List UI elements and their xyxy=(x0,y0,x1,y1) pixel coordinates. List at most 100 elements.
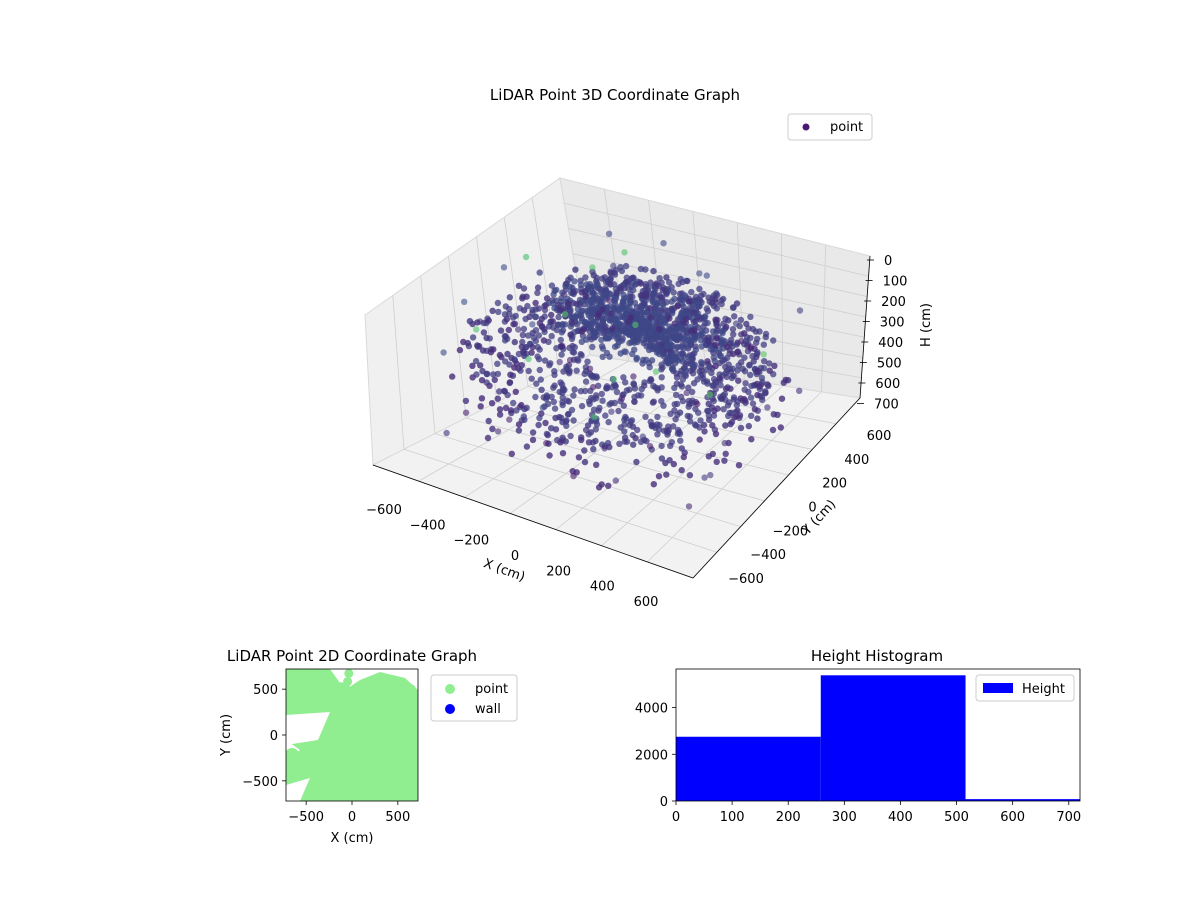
cloud-point-3d xyxy=(578,289,585,296)
cloud-point-3d xyxy=(670,289,677,296)
cloud-point-3d xyxy=(584,358,591,365)
cloud-point-3d xyxy=(673,374,681,381)
cloud-point-3d xyxy=(529,321,536,328)
cloud-point-3d xyxy=(642,356,650,363)
cloud-point-3d xyxy=(695,409,702,416)
cloud-point-3d xyxy=(544,400,552,407)
cloud-point-3d xyxy=(764,404,771,411)
cloud-point-3d xyxy=(655,282,662,289)
scatter-2d-point xyxy=(344,669,354,678)
cloud-point-3d xyxy=(748,412,755,419)
cloud-point-3d xyxy=(697,417,704,424)
cloud-point-3d xyxy=(718,340,725,347)
cloud-point-3d xyxy=(583,321,590,328)
cloud-point-3d xyxy=(550,398,557,406)
cloud-point-3d xyxy=(630,274,637,282)
cloud-point-3d xyxy=(548,425,555,432)
x-ticks-3d: −600 −400 −200 0 200 400 600 xyxy=(366,503,658,610)
hist-x-tick-label: 300 xyxy=(832,810,857,825)
cloud-point-3d xyxy=(766,367,773,374)
cloud-point-3d xyxy=(668,306,676,313)
cloud-point-3d xyxy=(511,364,518,371)
histogram-ticks: 0 100 200 300 400 500 600 700 0 2000 4000 xyxy=(635,702,1081,825)
cloud-point-3d xyxy=(571,278,578,285)
cloud-point-3d xyxy=(548,332,555,340)
grid-line xyxy=(531,197,560,371)
cloud-point-3d xyxy=(645,346,653,354)
cloud-point-3d xyxy=(548,393,555,400)
cloud-point-3d xyxy=(501,387,508,395)
cloud-point-3d xyxy=(627,314,635,321)
cloud-point-3d xyxy=(568,406,576,414)
cloud-point-3d xyxy=(703,272,710,279)
cloud-point-3d xyxy=(658,361,665,368)
cloud-point-3d xyxy=(651,309,658,316)
cloud-point-3d xyxy=(558,351,565,358)
cloud-point-3d xyxy=(751,406,759,413)
scatter-2d-point xyxy=(363,727,373,737)
x-tick-label-2d: 0 xyxy=(348,810,356,825)
scatter-2d-point xyxy=(382,771,392,781)
cloud-point-3d xyxy=(704,307,712,315)
cloud-point-3d xyxy=(536,269,543,276)
cloud-point-3d xyxy=(733,300,741,307)
chart-histogram: Height Histogram 0 100 200 300 400 500 600 7000… xyxy=(635,647,1081,825)
cloud-point-3d xyxy=(749,400,757,407)
cloud-point-3d xyxy=(479,367,486,375)
scatter-2d-point xyxy=(402,716,412,726)
cloud-point-3d xyxy=(651,340,659,348)
cloud-point-3d xyxy=(578,352,585,359)
y-ticks-3d: −600 −400 −2000 200 400 600 xyxy=(728,429,891,587)
cloud-point-3d xyxy=(646,341,653,349)
cloud-point-3d xyxy=(559,342,566,349)
cloud-point-3d xyxy=(631,299,639,306)
z-tick-label-3d: 100 xyxy=(883,275,908,290)
cloud-point-3d xyxy=(685,353,692,361)
cloud-point-3d xyxy=(714,405,721,412)
cloud-point-3d xyxy=(634,336,642,344)
scatter-2d-point xyxy=(292,700,302,710)
cloud-point-3d xyxy=(683,389,690,396)
cloud-point-3d xyxy=(570,288,577,296)
cloud-point-3d xyxy=(729,326,737,333)
cloud-point-3d xyxy=(711,357,718,365)
cloud-point-3d xyxy=(617,350,624,357)
cloud-point-3d xyxy=(642,328,649,335)
cloud-point-3d xyxy=(552,414,559,422)
x-tick-label-3d: 200 xyxy=(546,564,571,579)
cloud-point-3d xyxy=(639,433,646,440)
cloud-point-3d xyxy=(691,335,699,342)
cloud-point-3d xyxy=(529,429,537,436)
cloud-point-3d xyxy=(469,374,476,381)
cloud-point-3d xyxy=(590,329,598,336)
ticks-2d: −500 −500 0 0 500 500 xyxy=(242,683,410,825)
scatter-2d-point xyxy=(372,680,382,690)
scatter-2d-point xyxy=(372,715,382,725)
cloud-point-3d xyxy=(717,382,724,389)
legend-2d-point-marker xyxy=(445,684,455,694)
scatter-2d-point xyxy=(358,743,368,753)
cloud-point-3d xyxy=(456,346,464,354)
cloud-point-3d xyxy=(506,416,513,423)
cloud-point-3d xyxy=(570,472,577,480)
hist-x-tick-label: 200 xyxy=(776,810,801,825)
grid-line xyxy=(647,391,822,563)
cloud-point-3d xyxy=(671,407,678,414)
cloud-point-3d xyxy=(479,347,487,354)
cloud-point-3d xyxy=(574,306,582,313)
chart-2d: LiDAR Point 2D Coordinate Graph −500−500… xyxy=(219,647,518,846)
grid-line xyxy=(601,385,784,547)
cloud-point-3d xyxy=(501,337,509,344)
cloud-point-3d xyxy=(535,421,542,429)
cloud-point-3d xyxy=(666,457,673,464)
cloud-point-3d xyxy=(613,388,621,396)
cloud-point-3d xyxy=(529,343,536,351)
cloud-point-3d xyxy=(541,302,548,310)
cloud-point-3d xyxy=(591,413,598,421)
cloud-point-3d xyxy=(503,316,510,323)
cloud-point-3d xyxy=(620,314,628,321)
cloud-point-3d xyxy=(722,369,729,377)
cloud-point-3d xyxy=(705,337,712,345)
cloud-point-3d xyxy=(611,296,618,304)
cloud-point-3d xyxy=(573,313,580,320)
